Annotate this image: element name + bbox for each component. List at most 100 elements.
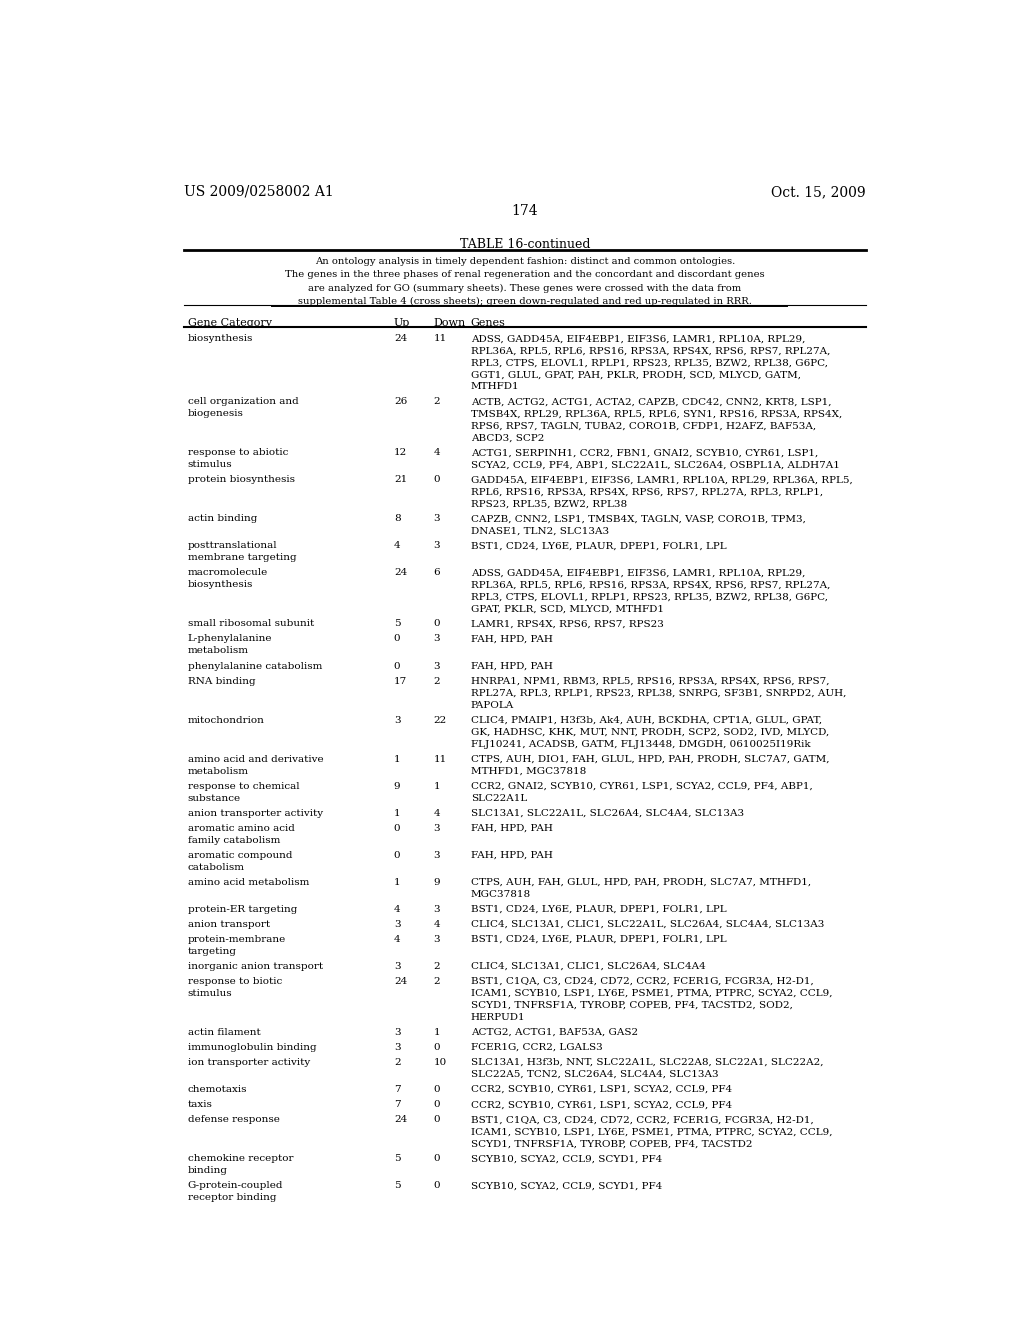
Text: BST1, CD24, LY6E, PLAUR, DPEP1, FOLR1, LPL: BST1, CD24, LY6E, PLAUR, DPEP1, FOLR1, L…: [471, 935, 726, 944]
Text: GGT1, GLUL, GPAT, PAH, PKLR, PRODH, SCD, MLYCD, GATM,: GGT1, GLUL, GPAT, PAH, PKLR, PRODH, SCD,…: [471, 370, 801, 379]
Text: 26: 26: [394, 397, 408, 407]
Text: PAPOLA: PAPOLA: [471, 701, 514, 710]
Text: RNA binding: RNA binding: [187, 677, 255, 685]
Text: MTHFD1, MGC37818: MTHFD1, MGC37818: [471, 767, 586, 776]
Text: 11: 11: [433, 334, 446, 343]
Text: GPAT, PKLR, SCD, MLYCD, MTHFD1: GPAT, PKLR, SCD, MLYCD, MTHFD1: [471, 605, 664, 614]
Text: inorganic anion transport: inorganic anion transport: [187, 962, 323, 972]
Text: SCYB10, SCYA2, CCL9, SCYD1, PF4: SCYB10, SCYA2, CCL9, SCYD1, PF4: [471, 1181, 663, 1191]
Text: An ontology analysis in timely dependent fashion: distinct and common ontologies: An ontology analysis in timely dependent…: [314, 257, 735, 267]
Text: BST1, C1QA, C3, CD24, CD72, CCR2, FCER1G, FCGR3A, H2-D1,: BST1, C1QA, C3, CD24, CD72, CCR2, FCER1G…: [471, 1115, 814, 1125]
Text: FAH, HPD, PAH: FAH, HPD, PAH: [471, 824, 553, 833]
Text: chemotaxis: chemotaxis: [187, 1085, 247, 1094]
Text: SCYD1, TNFRSF1A, TYROBP, COPEB, PF4, TACSTD2: SCYD1, TNFRSF1A, TYROBP, COPEB, PF4, TAC…: [471, 1139, 753, 1148]
Text: 0: 0: [433, 1100, 440, 1109]
Text: 9: 9: [394, 781, 400, 791]
Text: defense response: defense response: [187, 1115, 280, 1125]
Text: 10: 10: [433, 1059, 446, 1067]
Text: SLC22A5, TCN2, SLC26A4, SLC4A4, SLC13A3: SLC22A5, TCN2, SLC26A4, SLC4A4, SLC13A3: [471, 1071, 719, 1080]
Text: posttranslational: posttranslational: [187, 541, 278, 550]
Text: stimulus: stimulus: [187, 989, 232, 998]
Text: BST1, C1QA, C3, CD24, CD72, CCR2, FCER1G, FCGR3A, H2-D1,: BST1, C1QA, C3, CD24, CD72, CCR2, FCER1G…: [471, 977, 814, 986]
Text: BST1, CD24, LY6E, PLAUR, DPEP1, FOLR1, LPL: BST1, CD24, LY6E, PLAUR, DPEP1, FOLR1, L…: [471, 541, 726, 550]
Text: 3: 3: [394, 1028, 400, 1038]
Text: 22: 22: [433, 715, 446, 725]
Text: 3: 3: [433, 824, 440, 833]
Text: GADD45A, EIF4EBP1, EIF3S6, LAMR1, RPL10A, RPL29, RPL36A, RPL5,: GADD45A, EIF4EBP1, EIF3S6, LAMR1, RPL10A…: [471, 475, 853, 484]
Text: biosynthesis: biosynthesis: [187, 334, 253, 343]
Text: SLC13A1, SLC22A1L, SLC26A4, SLC4A4, SLC13A3: SLC13A1, SLC22A1L, SLC26A4, SLC4A4, SLC1…: [471, 809, 744, 817]
Text: binding: binding: [187, 1167, 227, 1175]
Text: taxis: taxis: [187, 1100, 212, 1109]
Text: ACTG2, ACTG1, BAF53A, GAS2: ACTG2, ACTG1, BAF53A, GAS2: [471, 1028, 638, 1038]
Text: 12: 12: [394, 449, 408, 457]
Text: The genes in the three phases of renal regeneration and the concordant and disco: The genes in the three phases of renal r…: [285, 271, 765, 280]
Text: ADSS, GADD45A, EIF4EBP1, EIF3S6, LAMR1, RPL10A, RPL29,: ADSS, GADD45A, EIF4EBP1, EIF3S6, LAMR1, …: [471, 334, 805, 343]
Text: ICAM1, SCYB10, LSP1, LY6E, PSME1, PTMA, PTPRC, SCYA2, CCL9,: ICAM1, SCYB10, LSP1, LY6E, PSME1, PTMA, …: [471, 989, 833, 998]
Text: 2: 2: [394, 1059, 400, 1067]
Text: CCR2, GNAI2, SCYB10, CYR61, LSP1, SCYA2, CCL9, PF4, ABP1,: CCR2, GNAI2, SCYB10, CYR61, LSP1, SCYA2,…: [471, 781, 813, 791]
Text: amino acid and derivative: amino acid and derivative: [187, 755, 324, 764]
Text: 3: 3: [433, 635, 440, 643]
Text: aromatic compound: aromatic compound: [187, 851, 292, 859]
Text: CCR2, SCYB10, CYR61, LSP1, SCYA2, CCL9, PF4: CCR2, SCYB10, CYR61, LSP1, SCYA2, CCL9, …: [471, 1100, 732, 1109]
Text: 2: 2: [433, 977, 440, 986]
Text: 5: 5: [394, 619, 400, 628]
Text: 0: 0: [433, 475, 440, 484]
Text: BST1, CD24, LY6E, PLAUR, DPEP1, FOLR1, LPL: BST1, CD24, LY6E, PLAUR, DPEP1, FOLR1, L…: [471, 904, 726, 913]
Text: Up: Up: [394, 318, 411, 327]
Text: CCR2, SCYB10, CYR61, LSP1, SCYA2, CCL9, PF4: CCR2, SCYB10, CYR61, LSP1, SCYA2, CCL9, …: [471, 1085, 732, 1094]
Text: RPS6, RPS7, TAGLN, TUBA2, CORO1B, CFDP1, H2AFZ, BAF53A,: RPS6, RPS7, TAGLN, TUBA2, CORO1B, CFDP1,…: [471, 421, 816, 430]
Text: G-protein-coupled: G-protein-coupled: [187, 1181, 283, 1191]
Text: HERPUD1: HERPUD1: [471, 1012, 525, 1022]
Text: macromolecule: macromolecule: [187, 569, 267, 577]
Text: mitochondrion: mitochondrion: [187, 715, 264, 725]
Text: FAH, HPD, PAH: FAH, HPD, PAH: [471, 661, 553, 671]
Text: DNASE1, TLN2, SLC13A3: DNASE1, TLN2, SLC13A3: [471, 527, 609, 536]
Text: TABLE 16-continued: TABLE 16-continued: [460, 238, 590, 251]
Text: receptor binding: receptor binding: [187, 1193, 276, 1203]
Text: supplemental Table 4 (cross sheets); green down-regulated and red up-regulated i: supplemental Table 4 (cross sheets); gre…: [298, 297, 752, 306]
Text: 17: 17: [394, 677, 408, 685]
Text: 5: 5: [394, 1181, 400, 1191]
Text: 3: 3: [394, 1043, 400, 1052]
Text: 24: 24: [394, 977, 408, 986]
Text: 3: 3: [394, 715, 400, 725]
Text: cell organization and: cell organization and: [187, 397, 298, 407]
Text: metabolism: metabolism: [187, 647, 249, 656]
Text: phenylalanine catabolism: phenylalanine catabolism: [187, 661, 322, 671]
Text: ion transporter activity: ion transporter activity: [187, 1059, 310, 1067]
Text: protein-membrane: protein-membrane: [187, 935, 286, 944]
Text: 2: 2: [433, 677, 440, 685]
Text: response to biotic: response to biotic: [187, 977, 282, 986]
Text: 0: 0: [433, 1043, 440, 1052]
Text: L-phenylalanine: L-phenylalanine: [187, 635, 272, 643]
Text: ACTG1, SERPINH1, CCR2, FBN1, GNAI2, SCYB10, CYR61, LSP1,: ACTG1, SERPINH1, CCR2, FBN1, GNAI2, SCYB…: [471, 449, 818, 457]
Text: targeting: targeting: [187, 946, 237, 956]
Text: CAPZB, CNN2, LSP1, TMSB4X, TAGLN, VASP, CORO1B, TPM3,: CAPZB, CNN2, LSP1, TMSB4X, TAGLN, VASP, …: [471, 515, 806, 523]
Text: 1: 1: [433, 781, 440, 791]
Text: FAH, HPD, PAH: FAH, HPD, PAH: [471, 851, 553, 859]
Text: protein-ER targeting: protein-ER targeting: [187, 904, 297, 913]
Text: 2: 2: [433, 397, 440, 407]
Text: FAH, HPD, PAH: FAH, HPD, PAH: [471, 635, 553, 643]
Text: are analyzed for GO (summary sheets). These genes were crossed with the data fro: are analyzed for GO (summary sheets). Th…: [308, 284, 741, 293]
Text: biogenesis: biogenesis: [187, 409, 244, 418]
Text: 1: 1: [433, 1028, 440, 1038]
Text: stimulus: stimulus: [187, 461, 232, 470]
Text: 0: 0: [394, 661, 400, 671]
Text: 0: 0: [433, 619, 440, 628]
Text: Oct. 15, 2009: Oct. 15, 2009: [771, 185, 866, 199]
Text: 7: 7: [394, 1085, 400, 1094]
Text: 0: 0: [433, 1115, 440, 1125]
Text: Genes: Genes: [471, 318, 506, 327]
Text: CLIC4, PMAIP1, H3f3b, Ak4, AUH, BCKDHA, CPT1A, GLUL, GPAT,: CLIC4, PMAIP1, H3f3b, Ak4, AUH, BCKDHA, …: [471, 715, 822, 725]
Text: HNRPA1, NPM1, RBM3, RPL5, RPS16, RPS3A, RPS4X, RPS6, RPS7,: HNRPA1, NPM1, RBM3, RPL5, RPS16, RPS3A, …: [471, 677, 829, 685]
Text: 3: 3: [433, 851, 440, 859]
Text: 4: 4: [394, 935, 400, 944]
Text: CTPS, AUH, DIO1, FAH, GLUL, HPD, PAH, PRODH, SLC7A7, GATM,: CTPS, AUH, DIO1, FAH, GLUL, HPD, PAH, PR…: [471, 755, 829, 764]
Text: anion transporter activity: anion transporter activity: [187, 809, 323, 817]
Text: CTPS, AUH, FAH, GLUL, HPD, PAH, PRODH, SLC7A7, MTHFD1,: CTPS, AUH, FAH, GLUL, HPD, PAH, PRODH, S…: [471, 878, 811, 887]
Text: ADSS, GADD45A, EIF4EBP1, EIF3S6, LAMR1, RPL10A, RPL29,: ADSS, GADD45A, EIF4EBP1, EIF3S6, LAMR1, …: [471, 569, 805, 577]
Text: 4: 4: [433, 920, 440, 929]
